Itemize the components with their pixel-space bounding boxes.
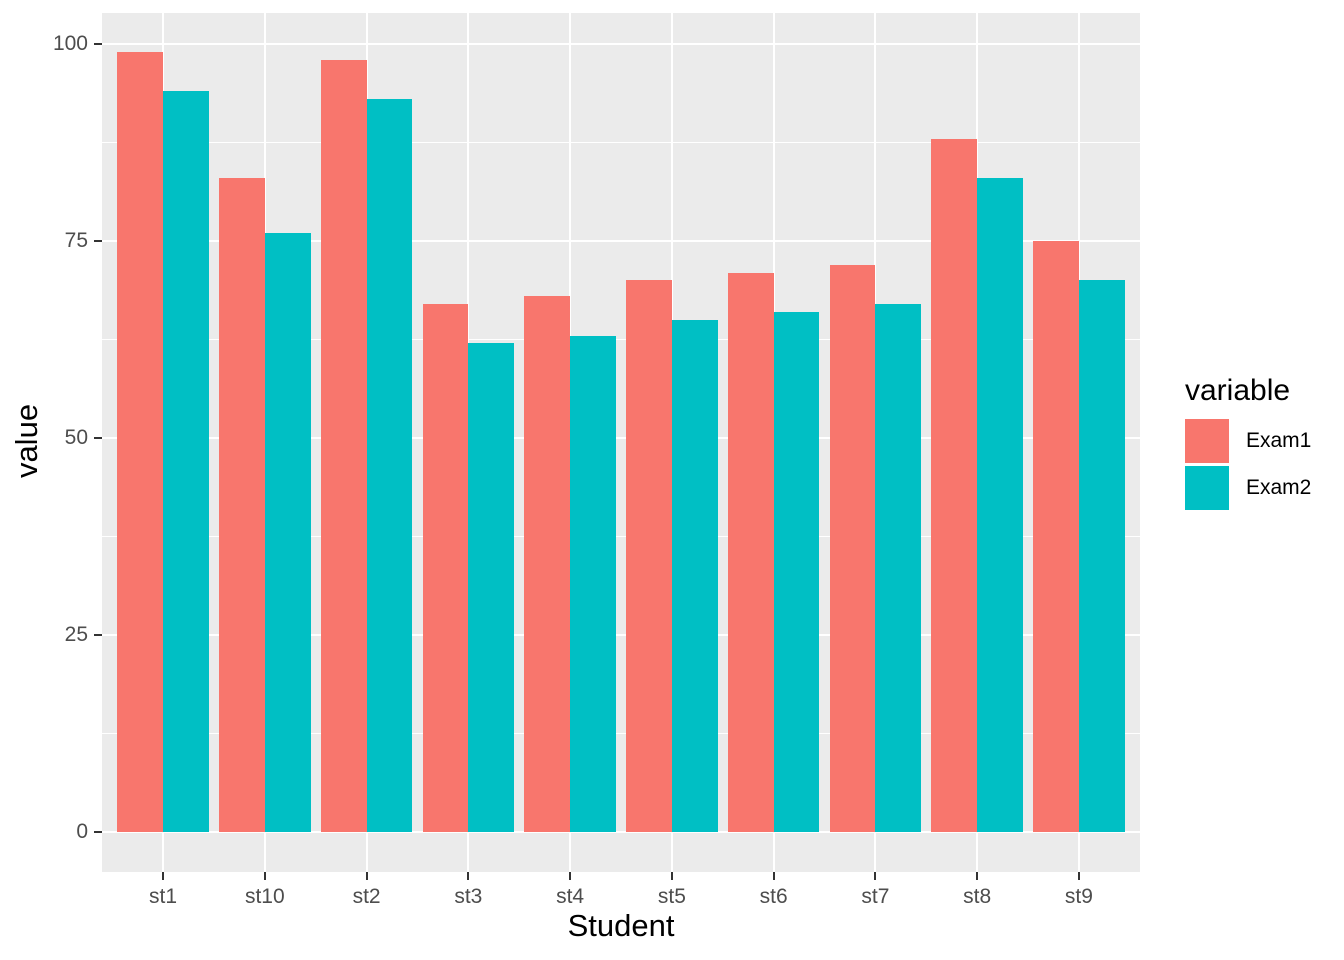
minor-gridline (102, 536, 1140, 537)
bar-st5-exam1 (626, 280, 672, 832)
y-axis-title: value (9, 403, 44, 479)
plot-panel (102, 13, 1140, 872)
x-tick-label: st8 (963, 885, 992, 908)
bar-st4-exam1 (524, 296, 571, 832)
y-tick-label: 100 (52, 32, 88, 55)
x-tick-mark (976, 872, 979, 880)
x-tick-label: st4 (556, 885, 585, 908)
minor-gridline (102, 142, 1140, 143)
legend-key-exam1 (1185, 419, 1229, 463)
legend-item-exam2: Exam2 (1185, 466, 1311, 510)
bar-st9-exam2 (1078, 280, 1125, 832)
x-tick-mark (569, 872, 572, 880)
x-tick-mark (365, 872, 368, 880)
x-tick-mark (263, 872, 266, 880)
bar-st1-exam1 (117, 51, 164, 832)
x-tick-mark (162, 872, 165, 880)
x-tick-mark (467, 872, 470, 880)
major-gridline (102, 240, 1140, 242)
x-tick-label: st1 (149, 885, 178, 908)
bar-st4-exam2 (570, 335, 616, 832)
legend-items: Exam1 Exam2 (1185, 419, 1311, 510)
x-tick-label: st7 (861, 885, 890, 908)
bar-st5-exam2 (671, 319, 718, 832)
legend-label: Exam2 (1246, 476, 1312, 499)
x-tick-label: st10 (244, 885, 285, 908)
x-tick-label: st6 (759, 885, 788, 908)
y-tick-label: 75 (64, 229, 88, 252)
x-tick-mark (1077, 872, 1080, 880)
major-gridline (102, 437, 1140, 439)
x-tick-mark (772, 872, 775, 880)
bar-st10-exam1 (219, 177, 265, 832)
bar-st1-exam2 (163, 91, 209, 832)
y-tick-mark (94, 43, 102, 45)
bar-st9-exam1 (1033, 241, 1079, 832)
bar-st2-exam1 (320, 59, 367, 832)
legend: variable Exam1 Exam2 (1185, 374, 1311, 513)
bar-st7-exam2 (875, 304, 922, 832)
x-tick-label: st9 (1064, 885, 1093, 908)
bar-st6-exam2 (773, 311, 820, 832)
bar-st8-exam1 (931, 138, 978, 832)
x-tick-mark (874, 872, 877, 880)
x-tick-label: st3 (454, 885, 483, 908)
y-tick-label: 50 (64, 426, 88, 449)
y-tick-mark (94, 831, 102, 833)
major-gridline (102, 43, 1140, 45)
bar-st3-exam1 (422, 304, 469, 832)
x-axis-title: Student (567, 908, 675, 943)
x-tick-label: st5 (657, 885, 686, 908)
legend-label: Exam1 (1246, 429, 1312, 452)
y-tick-label: 0 (76, 820, 88, 843)
bar-st6-exam1 (727, 272, 774, 832)
minor-gridline (102, 733, 1140, 734)
major-gridline (102, 831, 1140, 833)
bar-st2-exam2 (366, 99, 413, 832)
major-gridline (102, 634, 1140, 636)
bar-st3-exam2 (468, 343, 515, 832)
legend-key-exam2 (1185, 466, 1229, 510)
bar-st10-exam2 (264, 233, 311, 832)
y-tick-mark (94, 634, 102, 636)
bar-st7-exam1 (829, 264, 876, 832)
x-tick-label: st2 (352, 885, 381, 908)
y-tick-label: 25 (64, 623, 88, 646)
y-tick-mark (94, 437, 102, 439)
x-tick-mark (670, 872, 673, 880)
y-tick-mark (94, 240, 102, 242)
legend-title: variable (1185, 374, 1291, 407)
minor-gridline (102, 339, 1140, 340)
legend-item-exam1: Exam1 (1185, 419, 1311, 463)
bar-st8-exam2 (977, 177, 1023, 832)
